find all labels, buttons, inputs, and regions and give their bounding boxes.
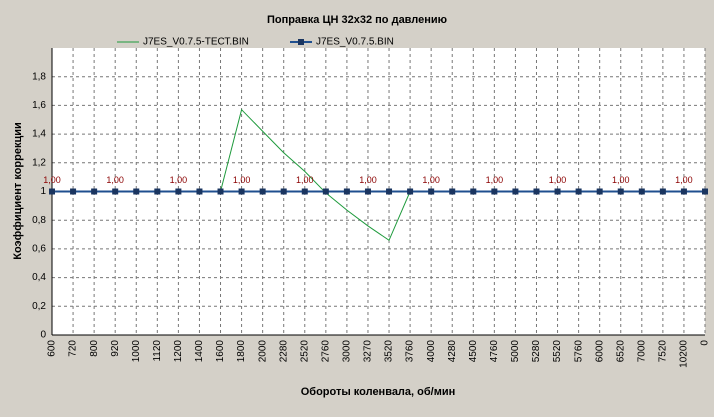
- y-tick-label: 1,6: [32, 100, 46, 111]
- x-tick-label: 600: [47, 340, 58, 357]
- point-marker: [343, 188, 350, 195]
- y-tick-label: 1: [40, 186, 46, 197]
- y-tick-label: 0,2: [32, 301, 46, 312]
- point-marker: [217, 188, 224, 195]
- point-marker: [196, 188, 203, 195]
- point-marker: [617, 188, 624, 195]
- x-tick-label: 2280: [278, 340, 289, 363]
- chart-title: Поправка ЦН 32x32 по давлению: [267, 14, 447, 26]
- value-label: 1,00: [170, 175, 188, 185]
- x-tick-label: 4000: [426, 340, 437, 363]
- x-tick-label: 3520: [384, 340, 395, 363]
- point-marker: [470, 188, 477, 195]
- point-marker: [238, 188, 245, 195]
- x-tick-label: 3760: [405, 340, 416, 363]
- x-tick-label: 3000: [342, 340, 353, 363]
- legend-label: J7ES_V0.7.5-ТЕСТ.BIN: [143, 37, 249, 48]
- y-tick-label: 1,8: [32, 71, 46, 82]
- point-marker: [575, 188, 582, 195]
- point-marker: [154, 188, 161, 195]
- point-marker: [280, 188, 287, 195]
- y-tick-label: 0,4: [32, 272, 46, 283]
- point-marker: [428, 188, 435, 195]
- x-tick-label: 1400: [194, 340, 205, 363]
- x-tick-label: 5760: [573, 340, 584, 363]
- point-marker: [175, 188, 182, 195]
- point-marker: [659, 188, 666, 195]
- point-marker: [680, 188, 687, 195]
- point-marker: [364, 188, 371, 195]
- y-tick-label: 1,2: [32, 157, 46, 168]
- point-marker: [70, 188, 77, 195]
- point-marker: [386, 188, 393, 195]
- point-marker: [596, 188, 603, 195]
- x-tick-label: 2520: [299, 340, 310, 363]
- point-marker: [112, 188, 119, 195]
- x-tick-label: 720: [68, 340, 79, 357]
- x-tick-label: 6520: [615, 340, 626, 363]
- point-marker: [91, 188, 98, 195]
- y-tick-label: 0: [40, 330, 46, 341]
- value-label: 1,00: [233, 175, 251, 185]
- x-tick-label: 4760: [489, 340, 500, 363]
- point-marker: [322, 188, 329, 195]
- x-tick-label: 4500: [468, 340, 479, 363]
- x-tick-label: 1600: [215, 340, 226, 363]
- point-marker: [533, 188, 540, 195]
- value-label: 1,00: [43, 175, 61, 185]
- point-marker: [301, 188, 308, 195]
- value-label: 1,00: [106, 175, 124, 185]
- value-label: 1,00: [549, 175, 567, 185]
- point-marker: [638, 188, 645, 195]
- point-marker: [259, 188, 266, 195]
- value-label: 1,00: [612, 175, 630, 185]
- value-label: 1,00: [675, 175, 693, 185]
- x-tick-label: 10200: [679, 340, 690, 368]
- x-tick-label: 6000: [594, 340, 605, 363]
- x-tick-label: 800: [89, 340, 100, 357]
- y-tick-label: 0,8: [32, 215, 46, 226]
- point-marker: [491, 188, 498, 195]
- point-marker: [554, 188, 561, 195]
- value-label: 1,00: [296, 175, 314, 185]
- x-tick-label: 1000: [131, 340, 142, 363]
- x-tick-label: 7000: [636, 340, 647, 363]
- x-tick-label: 2760: [320, 340, 331, 363]
- value-label: 1,00: [359, 175, 377, 185]
- x-tick-label: 5520: [552, 340, 563, 363]
- value-label: 1,00: [422, 175, 440, 185]
- x-tick-label: 1800: [236, 340, 247, 363]
- x-tick-label: 5280: [531, 340, 542, 363]
- point-marker: [133, 188, 140, 195]
- point-marker: [449, 188, 456, 195]
- x-tick-label: 2000: [257, 340, 268, 363]
- x-tick-label: 920: [110, 340, 121, 357]
- x-tick-label: 4280: [447, 340, 458, 363]
- y-axis-label: Коэффициент коррекции: [12, 122, 24, 260]
- x-axis-label: Обороты коленвала, об/мин: [301, 386, 456, 398]
- point-marker: [407, 188, 414, 195]
- point-marker: [702, 188, 708, 195]
- point-marker: [49, 188, 55, 195]
- x-tick-label: 3270: [363, 340, 374, 363]
- x-tick-label: 7520: [658, 340, 669, 363]
- x-tick-label: 5000: [510, 340, 521, 363]
- point-marker: [512, 188, 519, 195]
- y-tick-label: 0,6: [32, 244, 46, 255]
- x-tick-label: 1200: [173, 340, 184, 363]
- legend-label: J7ES_V0.7.5.BIN: [316, 37, 394, 48]
- y-tick-label: 1,4: [32, 129, 46, 140]
- x-tick-label: 1120: [152, 340, 163, 362]
- legend-marker: [298, 39, 304, 45]
- value-label: 1,00: [486, 175, 504, 185]
- x-tick-label: 0: [700, 340, 711, 346]
